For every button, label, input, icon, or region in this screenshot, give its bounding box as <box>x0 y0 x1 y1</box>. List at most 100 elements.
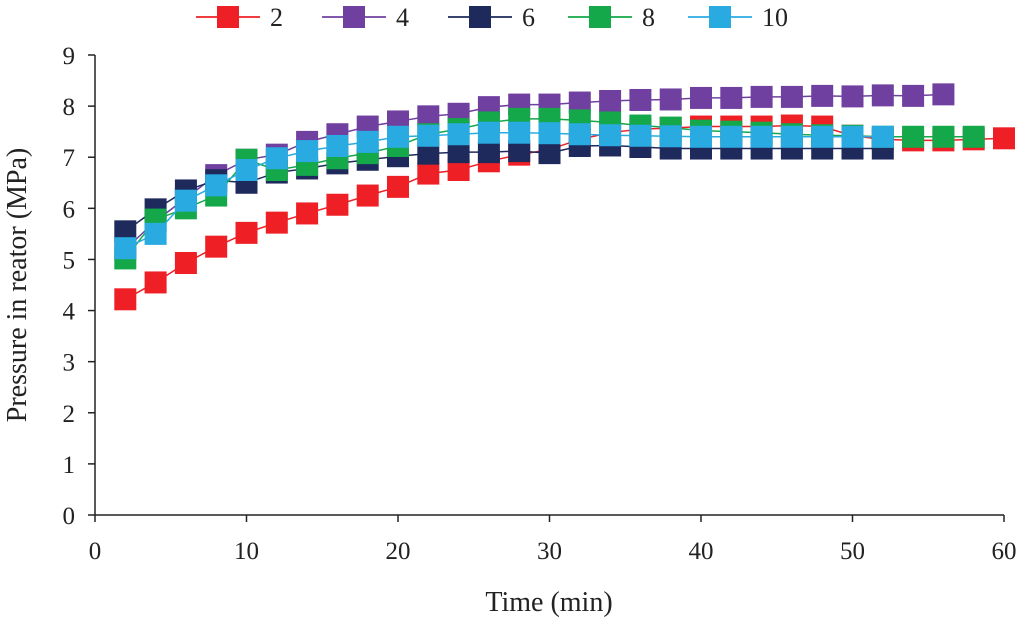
data-point <box>144 271 167 294</box>
data-point <box>356 184 379 207</box>
data-point <box>750 85 773 108</box>
data-point <box>508 140 531 163</box>
y-tick-label: 0 <box>63 503 76 530</box>
data-point <box>780 85 803 108</box>
data-point <box>296 202 319 225</box>
data-point <box>265 147 288 170</box>
data-point <box>629 124 652 147</box>
legend: 2 4 6 8 10 <box>196 3 788 32</box>
data-point <box>417 162 440 185</box>
legend-item-4: 4 <box>322 3 409 32</box>
data-point <box>962 125 985 148</box>
data-point <box>932 83 955 106</box>
legend-label: 10 <box>762 3 788 32</box>
legend-item-10: 10 <box>688 3 788 32</box>
data-point <box>659 125 682 148</box>
legend-item-2: 2 <box>196 3 283 32</box>
y-tick-label: 8 <box>63 94 76 121</box>
x-ticks: 0 10 20 30 40 50 60 <box>89 515 1017 565</box>
x-tick-label: 0 <box>89 538 102 565</box>
data-point <box>114 237 137 260</box>
data-point <box>417 142 440 165</box>
data-point <box>477 121 500 144</box>
data-point <box>205 174 228 197</box>
data-point <box>265 211 288 234</box>
x-tick-label: 20 <box>386 538 411 565</box>
series-line <box>124 93 944 250</box>
data-point <box>841 85 864 108</box>
data-point <box>690 86 712 109</box>
data-point <box>417 124 440 147</box>
data-point <box>447 123 470 146</box>
legend-marker <box>469 6 491 28</box>
x-tick-label: 30 <box>537 538 562 565</box>
data-point <box>235 221 258 244</box>
y-tick-label: 6 <box>63 196 76 223</box>
data-point <box>356 130 379 153</box>
data-point <box>326 134 349 157</box>
data-point <box>841 125 864 148</box>
data-point <box>993 127 1015 150</box>
data-point <box>235 159 258 181</box>
data-point <box>477 141 500 164</box>
legend-marker <box>589 6 611 28</box>
data-point <box>932 125 955 148</box>
data-point <box>659 88 682 111</box>
data-point <box>780 125 803 148</box>
y-tick-label: 9 <box>63 43 76 70</box>
legend-label: 6 <box>522 3 535 32</box>
data-point <box>326 193 349 216</box>
data-point <box>387 175 409 198</box>
y-tick-label: 7 <box>63 145 76 172</box>
data-point <box>871 84 894 107</box>
data-point <box>447 159 470 181</box>
x-tick-label: 10 <box>234 538 259 565</box>
data-point <box>599 90 622 112</box>
x-tick-label: 60 <box>992 538 1017 565</box>
data-point <box>114 220 137 243</box>
data-point <box>720 125 743 148</box>
legend-label: 4 <box>396 3 409 32</box>
y-tick-label: 5 <box>63 247 76 274</box>
legend-item-8: 8 <box>568 3 655 32</box>
y-tick-label: 2 <box>63 401 76 428</box>
data-point <box>296 140 319 163</box>
data-point <box>629 88 652 111</box>
series-layer <box>114 83 1015 311</box>
legend-marker <box>343 6 365 28</box>
data-point <box>538 142 561 165</box>
data-point <box>205 235 228 258</box>
y-tick-label: 4 <box>63 299 76 326</box>
data-point <box>447 141 470 164</box>
legend-label: 8 <box>642 3 655 32</box>
x-axis-title: Time (min) <box>485 587 612 618</box>
series-6 <box>114 134 894 243</box>
y-tick-label: 1 <box>63 452 76 479</box>
y-ticks: 0 1 2 3 4 5 6 7 8 9 <box>63 43 95 530</box>
data-point <box>417 105 440 128</box>
data-point <box>902 84 925 107</box>
legend-item-6: 6 <box>448 3 535 32</box>
data-point <box>750 125 773 148</box>
legend-marker <box>709 6 731 28</box>
data-point <box>144 222 167 245</box>
y-axis-title: Pressure in reator (MPa) <box>2 148 33 422</box>
data-point <box>599 124 622 147</box>
data-point <box>568 91 591 114</box>
data-point <box>387 125 409 148</box>
series-10 <box>114 121 894 260</box>
data-point <box>811 84 834 107</box>
data-point <box>811 125 834 148</box>
data-point <box>174 189 197 212</box>
data-point <box>871 125 894 148</box>
data-point <box>568 123 591 146</box>
data-point <box>174 252 197 275</box>
data-point <box>902 125 925 148</box>
y-tick-label: 3 <box>63 350 76 377</box>
data-point <box>720 86 743 109</box>
x-tick-label: 50 <box>840 538 865 565</box>
data-point <box>114 288 137 311</box>
legend-marker <box>217 6 239 28</box>
plot-area: 0 10 20 30 40 50 60 0 1 2 3 4 5 6 7 8 9 <box>63 43 1017 565</box>
